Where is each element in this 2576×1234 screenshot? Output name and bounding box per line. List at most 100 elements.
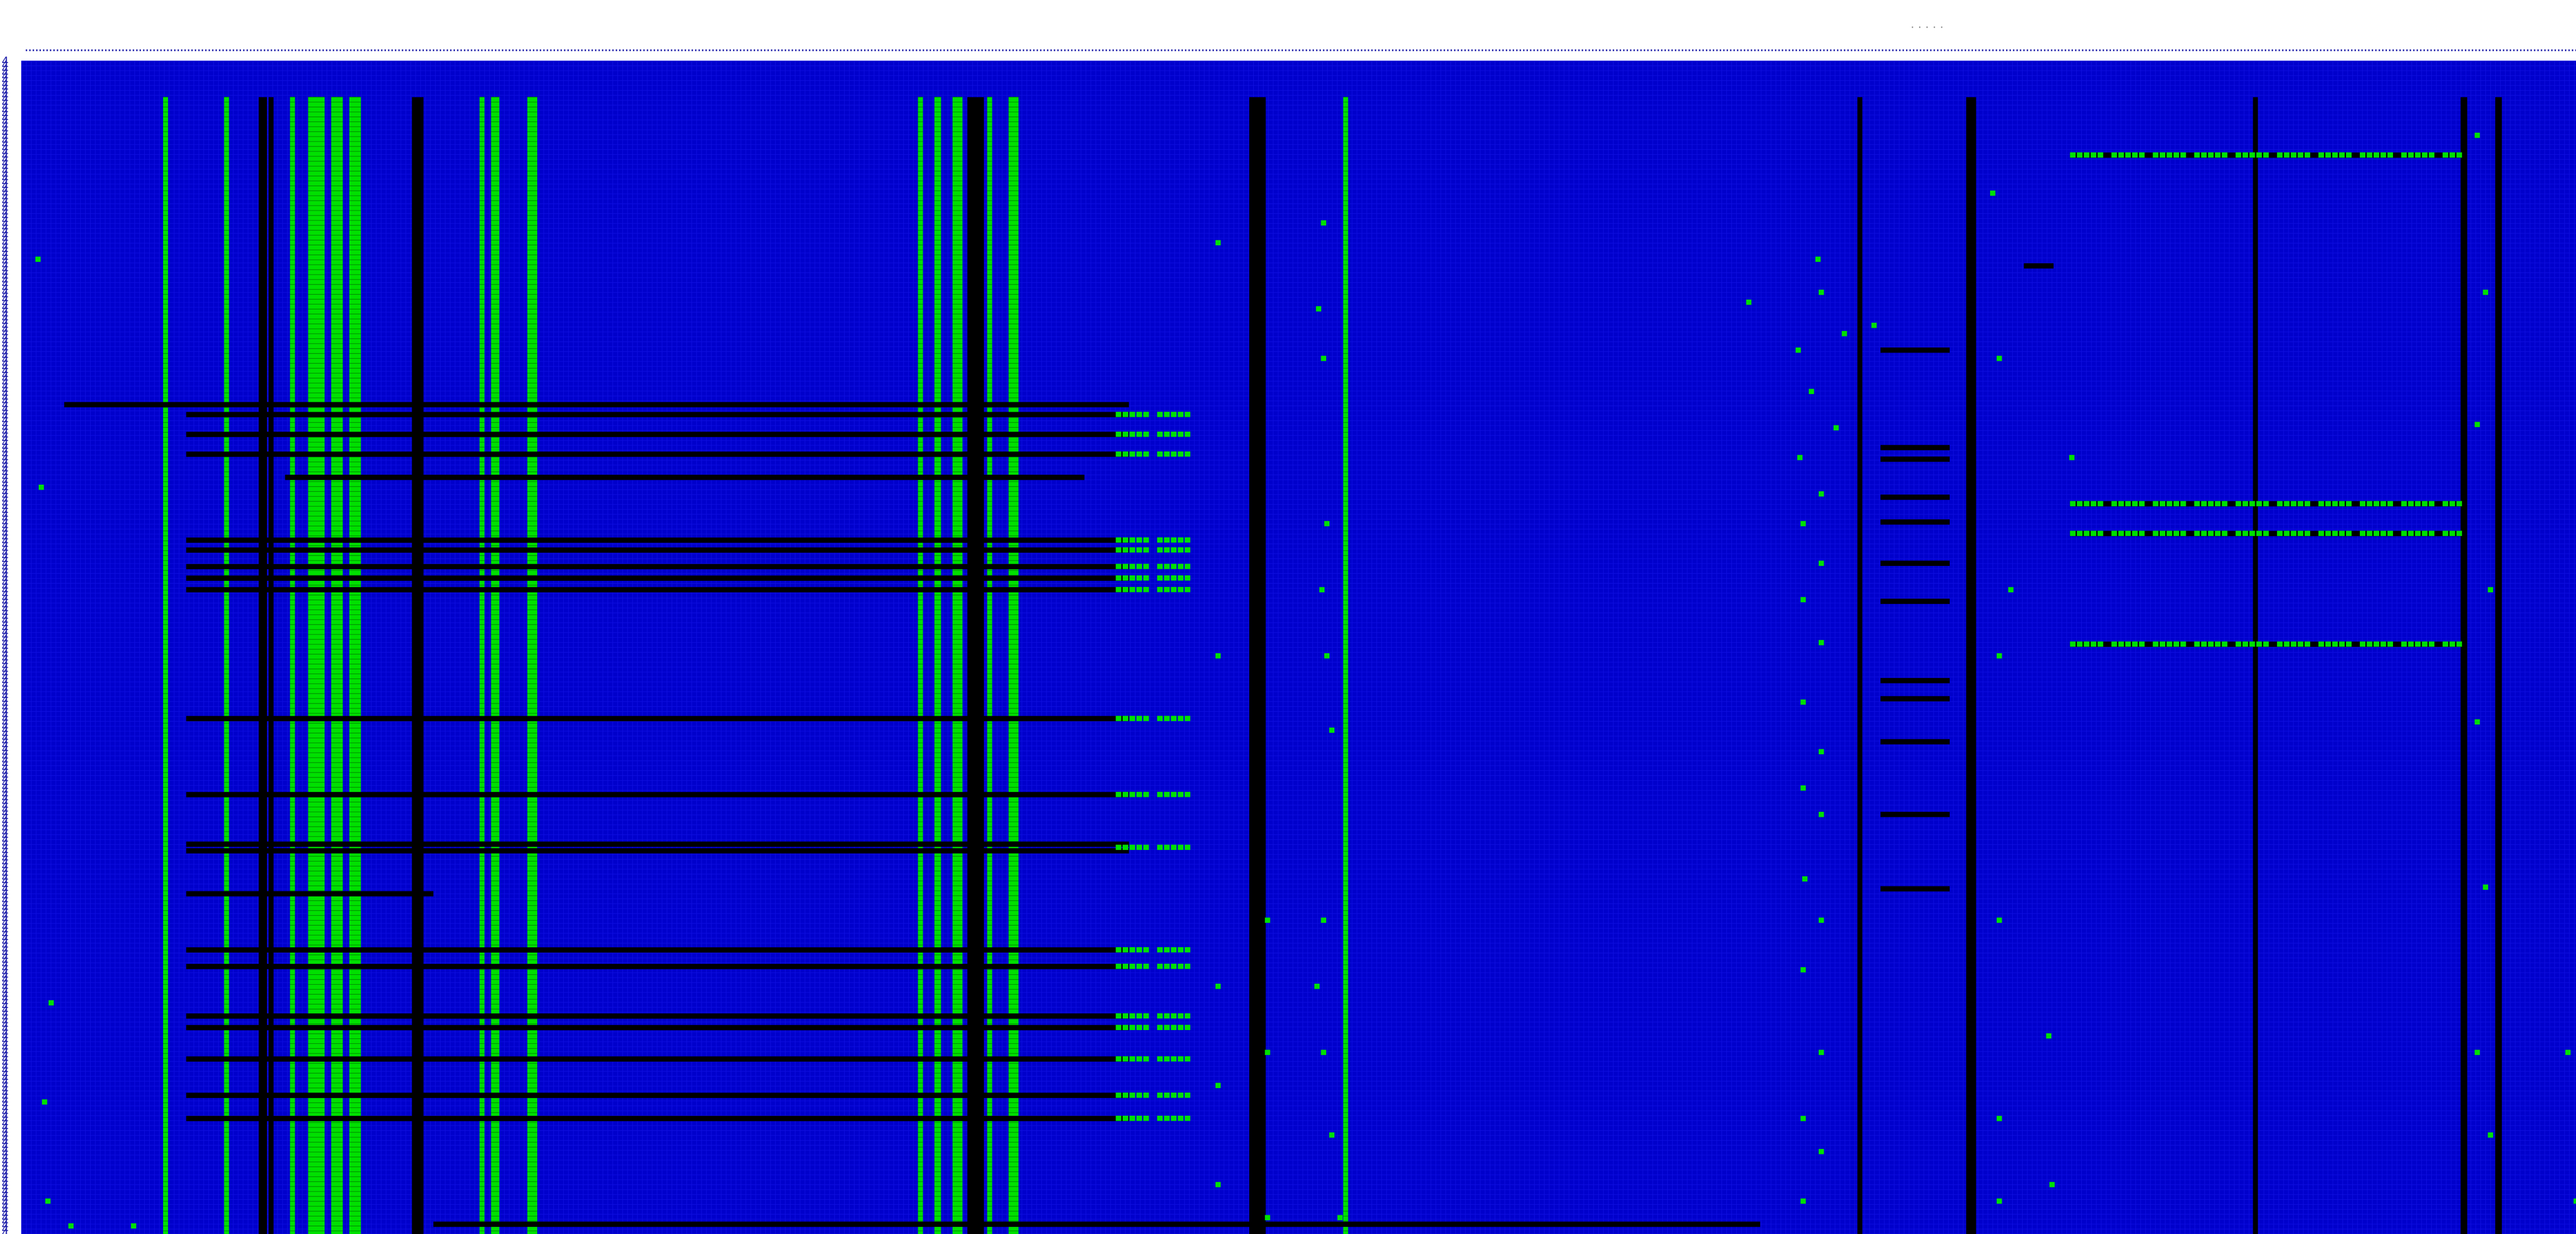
present-cell — [2380, 641, 2386, 647]
column-tick-label: · — [1955, 44, 1962, 57]
row-tick-label: 4 — [2, 879, 9, 892]
column-tick-label: · — [289, 44, 296, 57]
column-band-missing — [2495, 97, 2502, 1234]
row-tick-label: 4 — [2, 1147, 9, 1160]
row-tick-label: 4 — [2, 482, 9, 495]
column-band-missing — [1249, 97, 1266, 1234]
row-tick-label: 4 — [2, 553, 9, 566]
present-cell — [1136, 537, 1142, 543]
present-cell — [2194, 641, 2200, 647]
row-tick-label: 4 — [2, 795, 9, 808]
present-cell — [2214, 152, 2221, 158]
column-tick-label: · — [1155, 44, 1162, 57]
column-tick-label: · — [2473, 44, 2480, 57]
column-tick-label: · — [1579, 44, 1586, 57]
column-tick-label: · — [844, 44, 851, 57]
column-tick-label: · — [2307, 44, 2314, 57]
column-tick-label: · — [382, 44, 389, 57]
column-tick-label: · — [1437, 44, 1444, 57]
row-tick-label: 4 — [2, 814, 9, 827]
column-tick-label: · — [1751, 44, 1758, 57]
column-tick-label: · — [168, 44, 175, 57]
column-tick-label: · — [202, 44, 210, 57]
column-tick-label: · — [2373, 44, 2380, 57]
column-tick-label: · — [1641, 44, 1648, 57]
present-cell — [1157, 564, 1163, 569]
column-tick-label: · — [261, 44, 268, 57]
row-band-missing — [186, 587, 1129, 592]
column-tick-label: · — [824, 44, 831, 57]
present-cell — [2091, 152, 2097, 158]
present-cell — [2387, 531, 2393, 536]
present-cell — [2442, 531, 2448, 536]
column-tick-label: · — [668, 44, 676, 57]
column-tick-label: · — [2569, 44, 2576, 57]
column-tick-label: · — [1858, 44, 1866, 57]
column-tick-label: · — [427, 44, 434, 57]
column-tick-label: · — [578, 44, 585, 57]
row-tick-label: 4 — [2, 330, 9, 344]
row-tick-label: 4 — [2, 1052, 9, 1065]
column-tick-label: · — [1972, 44, 1980, 57]
row-present-block — [1116, 947, 1191, 953]
row-band-missing — [1880, 739, 1950, 744]
present-cell — [2297, 152, 2303, 158]
present-cell — [2332, 152, 2338, 158]
row-tick-label: 4 — [2, 88, 9, 102]
present-cell — [1157, 1056, 1163, 1062]
column-tick-label: · — [1251, 44, 1258, 57]
present-cell — [1997, 1198, 2002, 1204]
column-tick-label: · — [371, 44, 379, 57]
column-tick-label: · — [910, 44, 917, 57]
column-tick-label: · — [527, 44, 534, 57]
row-tick-label: 4 — [2, 77, 9, 91]
column-tick-label: · — [892, 44, 899, 57]
column-tick-label: · — [699, 44, 706, 57]
column-tick-label: · — [537, 44, 544, 57]
present-cell — [1129, 575, 1135, 581]
column-tick-label: · — [1317, 44, 1324, 57]
present-cell — [1329, 727, 1335, 733]
column-tick-label: · — [251, 44, 258, 57]
column-tick-label: · — [116, 44, 123, 57]
present-cell — [1819, 917, 1824, 923]
column-tick-label: · — [2317, 44, 2324, 57]
column-tick-label: · — [1182, 44, 1190, 57]
row-tick-label: 4 — [2, 1196, 9, 1209]
present-cell — [1800, 967, 1806, 973]
column-tick-label: · — [361, 44, 368, 57]
column-tick-label: · — [1465, 44, 1472, 57]
row-band-missing — [186, 792, 1129, 797]
row-tick-label: 4 — [2, 1116, 9, 1130]
present-cell — [2422, 152, 2428, 158]
column-tick-label: · — [2452, 44, 2459, 57]
column-tick-label: · — [2121, 44, 2128, 57]
column-tick-label: · — [878, 44, 886, 57]
column-tick-label: · — [1258, 44, 1265, 57]
column-tick-label: · — [616, 44, 624, 57]
row-tick-label: 4 — [2, 640, 9, 654]
row-tick-label: 4 — [2, 1151, 9, 1164]
column-tick-label: · — [1017, 44, 1024, 57]
row-tick-label: 4 — [2, 587, 9, 601]
row-tick-label: 4 — [2, 954, 9, 967]
column-tick-label: · — [2445, 44, 2452, 57]
row-tick-label: 4 — [2, 1139, 9, 1152]
row-tick-label: 4 — [2, 1064, 9, 1077]
column-tick-label: · — [1648, 44, 1655, 57]
column-tick-label: · — [1130, 44, 1138, 57]
present-cell — [2456, 501, 2462, 507]
column-tick-label: · — [1614, 44, 1621, 57]
row-tick-label: 4 — [2, 107, 9, 120]
row-tick-label: 4 — [2, 1200, 9, 1213]
row-tick-label: 4 — [2, 659, 9, 673]
column-tick-label: · — [182, 44, 189, 57]
column-tick-label: · — [1082, 44, 1090, 57]
row-tick-label: 4 — [2, 863, 9, 876]
column-tick-label: · — [1603, 44, 1610, 57]
present-cell — [2173, 152, 2180, 158]
column-tick-label: · — [2138, 44, 2145, 57]
present-cell — [1800, 1198, 1806, 1204]
column-tick-label: · — [2348, 44, 2355, 57]
row-tick-label: 4 — [2, 818, 9, 831]
